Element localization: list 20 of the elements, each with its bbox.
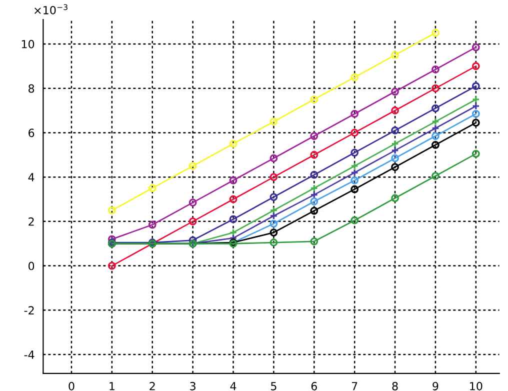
y-tick-label: -2 [24, 306, 34, 314]
x-tick-label: 1 [110, 382, 114, 390]
y-tick-label: 10 [22, 40, 34, 48]
x-tick-label: 0 [68, 382, 74, 390]
y-tick-label: 2 [28, 217, 34, 226]
y-tick-label: 4 [28, 173, 34, 182]
y-tick-label: -4 [24, 350, 34, 359]
x-tick-label: 9 [432, 382, 438, 390]
x-tick-label: 10 [470, 382, 482, 390]
x-tick-label: 7 [352, 382, 358, 390]
y-tick-label: 0 [28, 262, 34, 270]
text: ×10$^{−3}$ [34, 4, 68, 14]
x-tick-label: 3 [190, 382, 196, 390]
x-tick-label: 4 [230, 382, 236, 390]
y-tick-label: 6 [28, 128, 34, 138]
x-tick-label: 6 [311, 382, 317, 390]
x-tick-label: 8 [392, 382, 398, 390]
x-tick-label: 5 [271, 382, 276, 390]
y-tick-label: 8 [28, 84, 34, 93]
x-tick-label: 2 [150, 382, 155, 390]
